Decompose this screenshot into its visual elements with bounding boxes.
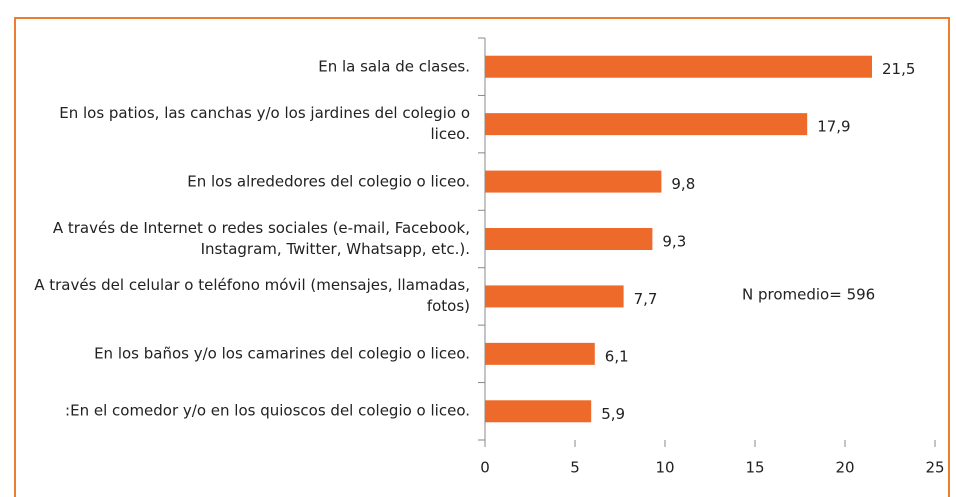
value-label: 21,5	[882, 60, 915, 78]
category-label: En los baños y/o los camarines del coleg…	[94, 344, 470, 363]
bar	[485, 113, 808, 136]
bar	[485, 170, 662, 193]
value-label: 7,7	[634, 290, 658, 308]
value-label: 9,3	[662, 233, 686, 251]
value-label: 17,9	[817, 118, 850, 136]
x-tick-label: 0	[480, 459, 490, 477]
x-tick-label: 25	[925, 459, 944, 477]
bar	[485, 228, 653, 250]
bar	[485, 342, 595, 365]
frame	[14, 17, 950, 497]
category-label: A través de Internet o redes sociales (e…	[52, 219, 470, 258]
value-label: 6,1	[605, 347, 629, 365]
value-label: 5,9	[601, 405, 625, 423]
bar	[485, 285, 624, 308]
category-label: En los patios, las canchas y/o los jardi…	[59, 104, 470, 144]
bar	[485, 400, 592, 423]
x-tick-label: 5	[570, 459, 580, 477]
category-label: :En el comedor y/o en los quioscos del c…	[65, 401, 470, 420]
category-label: En los alrededores del colegio o liceo.	[187, 172, 470, 191]
x-tick-label: 20	[835, 459, 854, 477]
value-label: 9,8	[671, 175, 695, 193]
category-label: A través del celular o teléfono móvil (m…	[34, 276, 470, 316]
category-label: En la sala de clases.	[318, 57, 470, 76]
bar	[485, 55, 872, 78]
annotation: N promedio= 596	[742, 286, 875, 304]
x-tick-label: 15	[745, 459, 764, 477]
x-tick-label: 10	[655, 459, 674, 477]
